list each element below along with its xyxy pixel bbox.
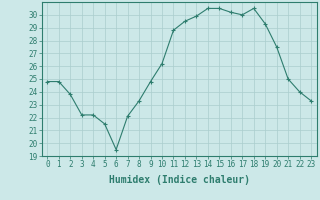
X-axis label: Humidex (Indice chaleur): Humidex (Indice chaleur) [109,175,250,185]
